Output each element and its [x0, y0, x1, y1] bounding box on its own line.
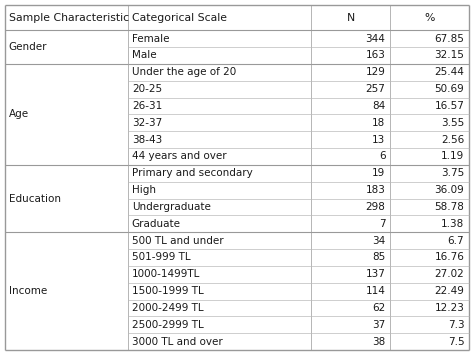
Text: 1000-1499TL: 1000-1499TL: [132, 269, 200, 279]
Text: 38: 38: [372, 337, 385, 346]
Text: 501-999 TL: 501-999 TL: [132, 252, 191, 262]
Text: 32-37: 32-37: [132, 118, 162, 128]
Text: 500 TL and under: 500 TL and under: [132, 236, 223, 246]
Text: 114: 114: [365, 286, 385, 296]
Text: 3000 TL and over: 3000 TL and over: [132, 337, 222, 346]
Text: 58.78: 58.78: [434, 202, 464, 212]
Text: 20-25: 20-25: [132, 84, 162, 94]
Text: Under the age of 20: Under the age of 20: [132, 67, 236, 77]
Text: Categorical Scale: Categorical Scale: [132, 13, 227, 23]
Text: 62: 62: [372, 303, 385, 313]
Text: 6: 6: [379, 152, 385, 162]
Text: 2000-2499 TL: 2000-2499 TL: [132, 303, 203, 313]
Text: 34: 34: [372, 236, 385, 246]
Text: 16.57: 16.57: [434, 101, 464, 111]
Text: %: %: [424, 13, 435, 23]
Text: 19: 19: [372, 168, 385, 178]
Text: Female: Female: [132, 34, 169, 44]
Text: Male: Male: [132, 50, 156, 60]
Text: N: N: [346, 13, 355, 23]
Text: 2.56: 2.56: [441, 135, 464, 144]
Text: 298: 298: [365, 202, 385, 212]
Text: 1.38: 1.38: [441, 219, 464, 229]
Text: Income: Income: [9, 286, 47, 296]
Text: 3.55: 3.55: [441, 118, 464, 128]
Text: 257: 257: [365, 84, 385, 94]
Text: 44 years and over: 44 years and over: [132, 152, 227, 162]
Text: 13: 13: [372, 135, 385, 144]
Text: Education: Education: [9, 193, 61, 203]
Text: 12.23: 12.23: [434, 303, 464, 313]
Text: 344: 344: [365, 34, 385, 44]
Text: 67.85: 67.85: [434, 34, 464, 44]
Text: 84: 84: [372, 101, 385, 111]
Text: 183: 183: [365, 185, 385, 195]
Text: 22.49: 22.49: [434, 286, 464, 296]
Text: 16.76: 16.76: [434, 252, 464, 262]
Text: 7: 7: [379, 219, 385, 229]
Text: Primary and secondary: Primary and secondary: [132, 168, 253, 178]
Text: 18: 18: [372, 118, 385, 128]
Text: 6.7: 6.7: [447, 236, 464, 246]
Text: 37: 37: [372, 320, 385, 330]
Text: 7.3: 7.3: [447, 320, 464, 330]
Text: 129: 129: [365, 67, 385, 77]
Text: 50.69: 50.69: [435, 84, 464, 94]
Text: Graduate: Graduate: [132, 219, 181, 229]
Text: Gender: Gender: [9, 42, 47, 52]
Text: Age: Age: [9, 109, 29, 119]
Text: 137: 137: [365, 269, 385, 279]
Text: 36.09: 36.09: [435, 185, 464, 195]
Text: 2500-2999 TL: 2500-2999 TL: [132, 320, 203, 330]
Text: 163: 163: [365, 50, 385, 60]
Text: 3.75: 3.75: [441, 168, 464, 178]
Text: Sample Characteristic: Sample Characteristic: [9, 13, 129, 23]
Text: 25.44: 25.44: [434, 67, 464, 77]
Text: 27.02: 27.02: [435, 269, 464, 279]
Text: 1500-1999 TL: 1500-1999 TL: [132, 286, 203, 296]
Text: Undergraduate: Undergraduate: [132, 202, 210, 212]
Text: 38-43: 38-43: [132, 135, 162, 144]
Text: High: High: [132, 185, 156, 195]
Text: 32.15: 32.15: [434, 50, 464, 60]
Text: 26-31: 26-31: [132, 101, 162, 111]
Text: 1.19: 1.19: [441, 152, 464, 162]
Text: 7.5: 7.5: [447, 337, 464, 346]
Text: 85: 85: [372, 252, 385, 262]
